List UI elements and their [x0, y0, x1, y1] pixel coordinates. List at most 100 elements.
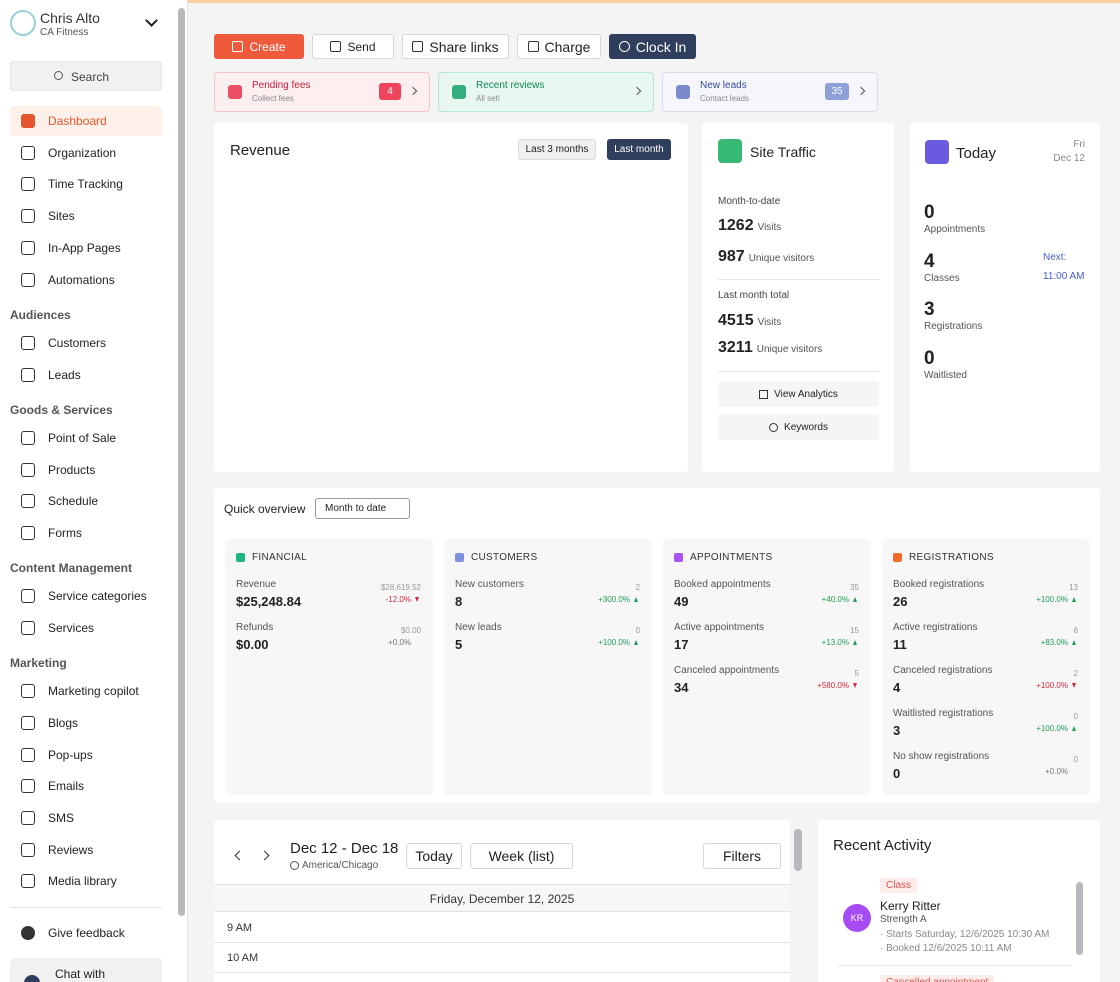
- icon: [21, 874, 35, 889]
- traffic-button-label: View Analytics: [774, 388, 838, 400]
- icon: [21, 272, 35, 287]
- metric-change: +40.0%: [821, 595, 849, 604]
- change-arrow: [1072, 640, 1076, 645]
- calendar-button[interactable]: Filters: [703, 843, 781, 869]
- nav-label: Emails: [48, 779, 85, 794]
- traffic-stat: 1262 Visits: [718, 217, 782, 234]
- change-arrow: [634, 597, 638, 602]
- toolbar-button[interactable]: Charge: [517, 34, 601, 59]
- toolbar-button[interactable]: Create: [214, 34, 304, 59]
- metric-value: 4: [893, 680, 901, 695]
- range-button-active[interactable]: Last month: [607, 139, 671, 160]
- metric-change: +300.0%: [598, 595, 630, 604]
- traffic-stat-label: Unique visitors: [756, 344, 823, 355]
- alert-card[interactable]: [438, 72, 654, 112]
- toolbar-button[interactable]: Share links: [402, 34, 509, 59]
- metric-label: Canceled registrations: [893, 665, 993, 676]
- card-title: REGISTRATIONS: [909, 552, 994, 563]
- change-arrow: [415, 597, 419, 602]
- alert-badge: 4: [379, 83, 401, 100]
- icon: [21, 462, 35, 477]
- toolbar-label: Clock In: [635, 38, 687, 55]
- metric-change: -12.0%: [385, 595, 411, 604]
- calendar-button[interactable]: Week (list): [470, 843, 573, 869]
- change-arrow: [853, 640, 857, 645]
- nav-label: Media library: [48, 874, 117, 889]
- nav-label: Service categories: [48, 589, 147, 604]
- activity-line: · Booked 12/6/2025 10:11 AM: [880, 943, 1012, 954]
- icon: [21, 114, 35, 128]
- sidebar: [0, 0, 188, 982]
- period-select[interactable]: Month to date: [315, 498, 410, 519]
- metric-change: +0.0%: [1045, 767, 1068, 776]
- today-stat-label: Classes: [924, 273, 960, 284]
- calendar-button-label: Filters: [722, 848, 762, 864]
- metric-prev: 5: [854, 669, 859, 678]
- icon: [21, 747, 35, 762]
- icon: [21, 177, 35, 192]
- chat-icon: [24, 975, 40, 982]
- alert-title: New leads: [700, 80, 747, 91]
- calendar-range: Dec 12 - Dec 18: [290, 840, 399, 857]
- icon: [21, 525, 35, 540]
- activity-title: Recent Activity: [833, 837, 932, 854]
- toolbar-button[interactable]: Clock In: [609, 34, 696, 59]
- metric-label: No show registrations: [893, 751, 990, 762]
- metric-prev: 2: [1073, 669, 1078, 678]
- change-arrow: [853, 597, 857, 602]
- nav-label: Reviews: [48, 842, 94, 857]
- nav-label: Point of Sale: [48, 430, 117, 445]
- today-day: Fri: [1073, 139, 1085, 150]
- traffic-button-label: Keywords: [784, 421, 828, 433]
- metric-prev: 15: [850, 626, 859, 635]
- calendar-button[interactable]: Today: [406, 843, 462, 869]
- activity-name: Kerry Ritter: [880, 899, 941, 913]
- change-arrow: [634, 640, 638, 645]
- metric-label: Booked appointments: [674, 579, 771, 590]
- icon: [21, 842, 35, 857]
- today-stat-label: Appointments: [924, 224, 986, 235]
- metric-label: Active registrations: [893, 622, 978, 633]
- search-box[interactable]: [10, 61, 162, 91]
- nav-label: Dashboard: [48, 114, 107, 128]
- traffic-icon: [718, 139, 742, 163]
- traffic-stat: 4515 Visits: [718, 312, 782, 329]
- traffic-button[interactable]: View Analytics: [718, 381, 879, 407]
- divider: [718, 371, 879, 372]
- traffic-stat: 3211 Unique visitors: [718, 339, 823, 356]
- nav-active[interactable]: [10, 106, 162, 136]
- toolbar-button[interactable]: Send: [312, 34, 394, 59]
- toolbar-label: Charge: [544, 38, 591, 55]
- metric-change: +13.0%: [821, 638, 849, 647]
- nav-label: Leads: [48, 367, 81, 382]
- alert-sub: All set!: [476, 94, 501, 103]
- nav-label: Sites: [48, 209, 75, 224]
- nav-label: Customers: [48, 335, 107, 350]
- alert-icon: [452, 85, 466, 99]
- metric-value: 5: [455, 637, 463, 652]
- time-label: 10 AM: [227, 952, 259, 964]
- today-stat: 0: [924, 202, 935, 223]
- overview-card: [663, 539, 871, 795]
- traffic-stat-label: Visits: [757, 317, 782, 328]
- range-button[interactable]: Last 3 months: [518, 139, 596, 160]
- metric-change: +580.0%: [817, 681, 849, 690]
- nav-label: Schedule: [48, 494, 99, 509]
- traffic-button[interactable]: Keywords: [718, 414, 879, 440]
- icon: [21, 494, 35, 509]
- overview-card: [444, 539, 652, 795]
- time-row: [214, 913, 790, 943]
- card-title: APPOINTMENTS: [690, 552, 773, 563]
- metric-change: +100.0%: [1036, 595, 1068, 604]
- mtd-label: Month-to-date: [718, 196, 781, 207]
- metric-prev: $0.00: [400, 626, 421, 635]
- today-stat: 4: [924, 251, 935, 272]
- divider: [10, 907, 162, 908]
- metric-prev: 35: [850, 583, 859, 592]
- metric-label: New customers: [455, 579, 524, 590]
- today-stat-label: Waitlisted: [924, 370, 967, 381]
- last-label: Last month total: [718, 290, 790, 301]
- button-icon: [232, 41, 244, 52]
- calendar-tz: America/Chicago: [302, 860, 379, 871]
